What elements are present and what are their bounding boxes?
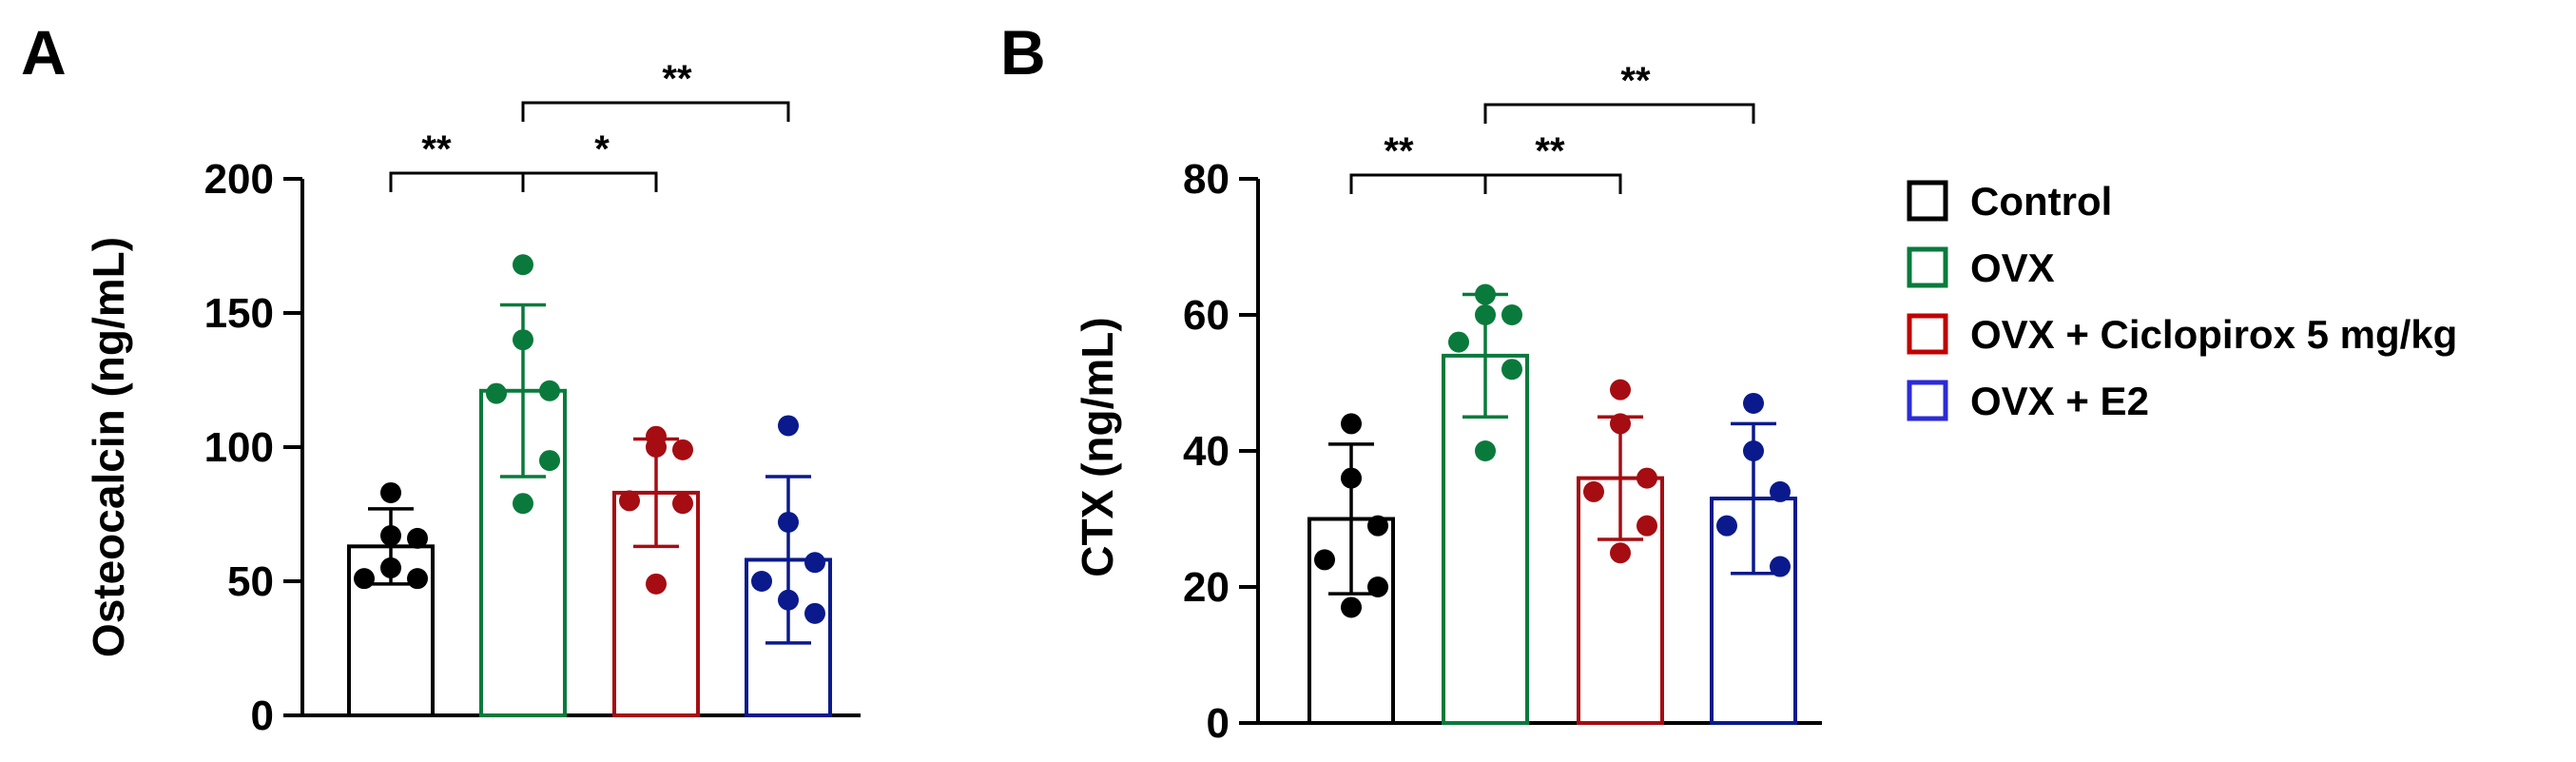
legend: Control OVX OVX + Ciclopirox 5 mg/kg OVX + … xyxy=(1907,179,2457,423)
data-point xyxy=(380,481,401,503)
data-point xyxy=(778,511,799,533)
data-point xyxy=(1501,304,1522,325)
data-point xyxy=(1743,440,1764,461)
data-point xyxy=(1341,467,1362,489)
significance-label: ** xyxy=(662,58,692,100)
significance-bracket xyxy=(1483,103,1755,124)
significance-bracket xyxy=(521,171,658,192)
data-point xyxy=(513,254,533,276)
data-point xyxy=(539,380,560,401)
data-point xyxy=(778,415,799,437)
data-point xyxy=(672,439,693,460)
data-point xyxy=(539,450,560,472)
data-point xyxy=(1341,413,1362,435)
significance-label: ** xyxy=(1535,130,1565,172)
y-tick-label: 80 xyxy=(1183,156,1230,203)
y-tick-label: 150 xyxy=(204,290,274,337)
data-point xyxy=(1475,440,1496,461)
data-point xyxy=(778,589,799,611)
significance-label: ** xyxy=(421,128,452,170)
data-point xyxy=(1637,515,1657,537)
significance-label: ** xyxy=(1384,130,1414,172)
significance-bracket xyxy=(1349,173,1487,194)
y-axis-title: CTX (ng/mL) xyxy=(1073,317,1122,576)
y-tick-label: 100 xyxy=(204,424,274,471)
data-point xyxy=(380,525,401,547)
data-point xyxy=(804,602,825,624)
data-point xyxy=(1367,515,1388,537)
data-point xyxy=(1770,556,1791,577)
panel-label: A xyxy=(21,17,67,88)
data-point xyxy=(407,568,428,590)
data-point xyxy=(1314,549,1335,571)
y-tick-label: 50 xyxy=(227,558,274,605)
legend-label: OVX + Ciclopirox 5 mg/kg xyxy=(1970,312,2457,357)
data-point xyxy=(380,557,401,578)
legend-swatch xyxy=(1907,180,1948,222)
data-point xyxy=(619,490,640,512)
data-point xyxy=(1475,283,1496,305)
data-point xyxy=(1610,379,1631,401)
legend-label: OVX xyxy=(1970,245,2055,290)
data-point xyxy=(672,493,693,515)
significance-label: * xyxy=(594,128,610,170)
data-point xyxy=(1610,413,1631,435)
data-point xyxy=(407,527,428,549)
data-point xyxy=(1770,480,1791,502)
data-point xyxy=(513,329,533,351)
legend-swatch xyxy=(1907,313,1948,355)
data-point xyxy=(646,573,667,595)
panel-label: B xyxy=(1000,17,1046,88)
data-point xyxy=(1716,515,1737,537)
data-point xyxy=(1367,576,1388,597)
legend-swatch xyxy=(1907,380,1948,421)
legend-label: OVX + E2 xyxy=(1970,379,2149,423)
data-point xyxy=(1743,392,1764,414)
y-tick-label: 60 xyxy=(1183,292,1230,339)
significance-bracket xyxy=(521,101,790,122)
data-point xyxy=(1475,304,1496,325)
legend-swatch xyxy=(1907,246,1948,288)
significance-label: ** xyxy=(1620,60,1651,102)
data-point xyxy=(751,571,772,592)
data-point xyxy=(1341,596,1362,618)
significance-bracket xyxy=(1483,173,1622,194)
y-tick-label: 200 xyxy=(204,156,274,203)
data-point xyxy=(1583,480,1604,502)
data-point xyxy=(1637,467,1657,489)
data-point xyxy=(513,493,533,515)
data-point xyxy=(486,382,507,404)
y-tick-label: 40 xyxy=(1183,428,1230,475)
data-point xyxy=(1610,542,1631,564)
data-point xyxy=(1501,359,1522,381)
y-tick-label: 20 xyxy=(1183,564,1230,611)
significance-bracket xyxy=(389,171,525,192)
y-tick-label: 0 xyxy=(1207,700,1230,747)
legend-label: Control xyxy=(1970,179,2112,224)
data-point xyxy=(804,552,825,574)
data-point xyxy=(646,437,667,458)
y-tick-label: 0 xyxy=(251,693,274,739)
y-axis-title: Osteocalcin (ng/mL) xyxy=(84,237,133,657)
data-point xyxy=(354,568,375,590)
panel-b: B CTX (ng/mL) 0 20 40 60 80 ** ** ** xyxy=(1000,17,1822,747)
data-point xyxy=(1448,331,1469,353)
